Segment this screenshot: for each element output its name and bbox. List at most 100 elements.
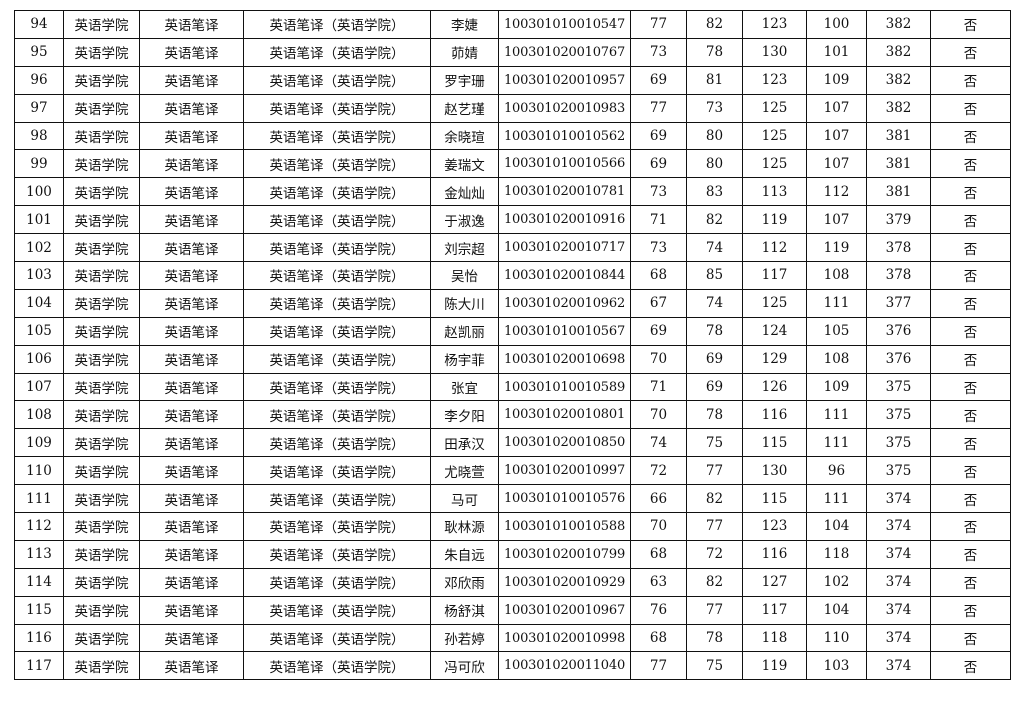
score-subject-1: 125 [742,288,807,318]
college: 英语学院 [63,651,140,681]
total-score: 377 [866,288,931,318]
status: 否 [930,595,1011,625]
total-score: 382 [866,93,931,123]
total-score: 382 [866,65,931,95]
score-subject-1: 123 [742,512,807,541]
exam-id: 100301020010717 [498,233,631,263]
score-subject-1: 119 [742,205,807,235]
total-score: 376 [866,316,931,346]
college: 英语学院 [63,456,140,486]
score-subject-1: 130 [742,37,807,67]
college: 英语学院 [63,567,140,597]
score-foreign-language: 82 [686,10,743,39]
score-subject-2: 101 [806,37,867,67]
college: 英语学院 [63,623,140,653]
score-subject-2: 111 [806,484,867,514]
status: 否 [930,512,1011,541]
total-score: 374 [866,623,931,653]
score-subject-1: 130 [742,456,807,486]
student-name: 金灿灿 [430,177,499,207]
score-subject-1: 127 [742,567,807,597]
exam-id: 100301020010767 [498,37,631,67]
college: 英语学院 [63,539,140,569]
exam-id: 100301020010850 [498,428,631,458]
score-subject-2: 107 [806,149,867,179]
table-row: 103 英语学院 英语笔译 英语笔译（英语学院） 吴怡 100301020010844 68… [14,261,1011,290]
score-foreign-language: 75 [686,651,743,681]
score-foreign-language: 72 [686,539,743,569]
score-politics: 73 [630,233,687,263]
row-number: 94 [14,10,64,39]
exam-id: 100301010010562 [498,121,631,151]
score-foreign-language: 69 [686,344,743,374]
total-score: 375 [866,428,931,458]
table-row: 102 英语学院 英语笔译 英语笔译（英语学院） 刘宗超 100301020010717 7… [14,233,1011,263]
score-foreign-language: 80 [686,149,743,179]
student-name: 马可 [430,484,499,514]
college: 英语学院 [63,288,140,318]
major: 英语笔译 [139,316,244,346]
score-politics: 69 [630,316,687,346]
row-number: 101 [14,205,64,235]
status: 否 [930,372,1011,402]
score-subject-2: 96 [806,456,867,486]
status: 否 [930,344,1011,374]
major: 英语笔译 [139,539,244,569]
program: 英语笔译（英语学院） [243,288,431,318]
student-name: 冯可欣 [430,651,499,681]
row-number: 114 [14,567,64,597]
table-row: 95 英语学院 英语笔译 英语笔译（英语学院） 茆婧 100301020010767 73 7… [14,37,1011,67]
row-number: 117 [14,651,64,681]
program: 英语笔译（英语学院） [243,93,431,123]
score-foreign-language: 69 [686,372,743,402]
exam-id: 100301020010929 [498,567,631,597]
row-number: 99 [14,149,64,179]
score-politics: 70 [630,400,687,430]
row-number: 111 [14,484,64,514]
program: 英语笔译（英语学院） [243,456,431,486]
total-score: 374 [866,539,931,569]
table-row: 97 英语学院 英语笔译 英语笔译（英语学院） 赵艺瑾 100301020010983 77… [14,93,1011,123]
score-subject-2: 111 [806,428,867,458]
score-politics: 67 [630,288,687,318]
table-row: 111 英语学院 英语笔译 英语笔译（英语学院） 马可 100301010010576 66… [14,484,1011,514]
program: 英语笔译（英语学院） [243,344,431,374]
total-score: 374 [866,484,931,514]
major: 英语笔译 [139,623,244,653]
status: 否 [930,288,1011,318]
college: 英语学院 [63,512,140,541]
score-politics: 72 [630,456,687,486]
score-subject-1: 126 [742,372,807,402]
score-politics: 68 [630,623,687,653]
student-name: 尤晓萱 [430,456,499,486]
row-number: 104 [14,288,64,318]
score-subject-2: 107 [806,121,867,151]
total-score: 381 [866,121,931,151]
score-subject-2: 107 [806,205,867,235]
status: 否 [930,261,1011,290]
total-score: 382 [866,37,931,67]
major: 英语笔译 [139,205,244,235]
score-politics: 73 [630,177,687,207]
score-foreign-language: 83 [686,177,743,207]
major: 英语笔译 [139,37,244,67]
college: 英语学院 [63,93,140,123]
status: 否 [930,93,1011,123]
exam-id: 100301020010801 [498,400,631,430]
major: 英语笔译 [139,65,244,95]
score-foreign-language: 75 [686,428,743,458]
student-name: 姜瑞文 [430,149,499,179]
program: 英语笔译（英语学院） [243,121,431,151]
score-politics: 69 [630,149,687,179]
exam-id: 100301020011040 [498,651,631,681]
student-name: 孙若婷 [430,623,499,653]
college: 英语学院 [63,205,140,235]
college: 英语学院 [63,10,140,39]
score-foreign-language: 74 [686,288,743,318]
exam-id: 100301010010576 [498,484,631,514]
status: 否 [930,567,1011,597]
row-number: 112 [14,512,64,541]
program: 英语笔译（英语学院） [243,149,431,179]
program: 英语笔译（英语学院） [243,428,431,458]
score-foreign-language: 82 [686,484,743,514]
